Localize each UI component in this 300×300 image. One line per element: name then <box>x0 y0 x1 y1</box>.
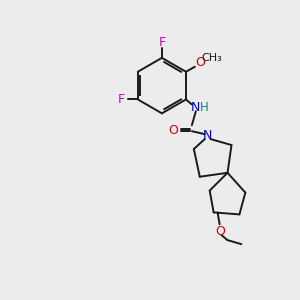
Text: F: F <box>158 35 166 49</box>
Text: N: N <box>203 129 212 142</box>
Text: O: O <box>195 56 205 69</box>
Text: H: H <box>200 101 209 114</box>
Text: CH₃: CH₃ <box>201 53 222 63</box>
Text: O: O <box>168 124 178 137</box>
Text: O: O <box>216 225 226 238</box>
Text: F: F <box>118 93 124 106</box>
Text: N: N <box>191 101 200 114</box>
